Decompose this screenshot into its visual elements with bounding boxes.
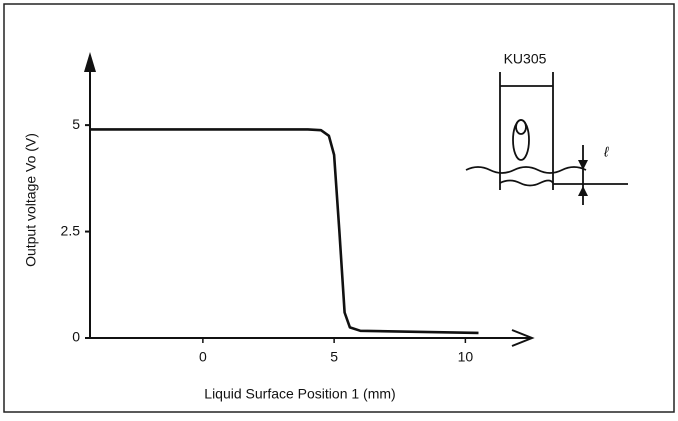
y-arrow <box>84 52 96 72</box>
liquid-surface <box>466 167 586 173</box>
dimension-label: ℓ <box>603 144 609 160</box>
y-axis-label: Output voltage Vo (V) <box>23 133 39 267</box>
liquid-level <box>500 181 553 186</box>
sensor-element <box>516 120 526 134</box>
y-tick-label: 0 <box>72 329 80 345</box>
x-tick-label: 10 <box>458 349 474 365</box>
sensor-label: KU305 <box>504 51 547 67</box>
inset-diagram: KU305 ℓ <box>466 51 628 205</box>
x-axis-label: Liquid Surface Position 1 (mm) <box>204 386 395 402</box>
y-tick-label: 2.5 <box>61 222 81 238</box>
y-tick-label: 5 <box>72 116 80 132</box>
axes <box>84 52 532 346</box>
x-tick-label: 0 <box>199 349 207 365</box>
chart: Output voltage Vo (V) Liquid Surface Pos… <box>0 0 678 421</box>
data-line <box>90 129 479 333</box>
x-tick-label: 5 <box>330 349 338 365</box>
